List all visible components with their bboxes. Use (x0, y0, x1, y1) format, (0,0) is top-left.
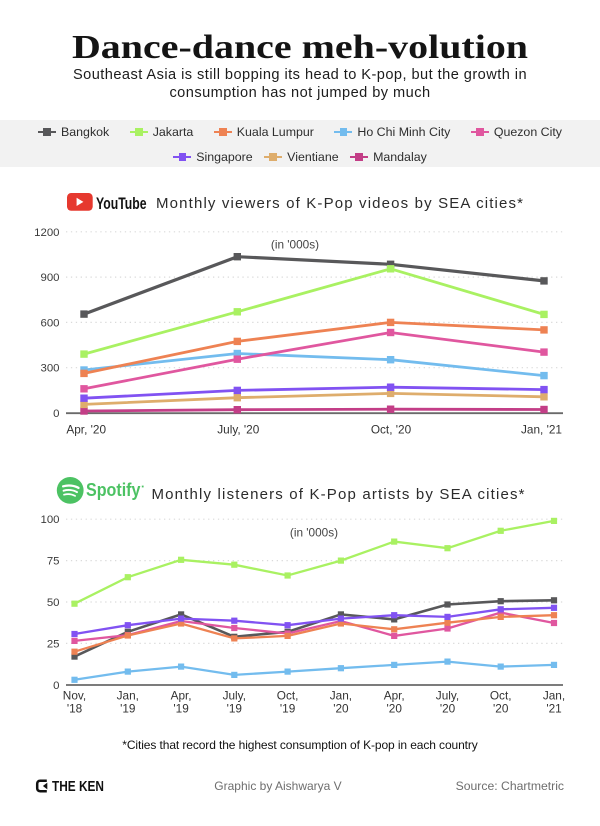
svg-text:'20: '20 (440, 702, 456, 716)
svg-text:THE KEN: THE KEN (52, 779, 104, 795)
svg-text:0: 0 (53, 680, 59, 692)
svg-text:Monthly viewers of K-Pop video: Monthly viewers of K-Pop videos by SEA c… (156, 195, 523, 212)
svg-text:Spotify: Spotify (86, 479, 141, 500)
svg-text:Apr, '20: Apr, '20 (66, 423, 106, 437)
svg-text:Monthly listeners of K-Pop art: Monthly listeners of K-Pop artists by SE… (152, 486, 525, 503)
svg-text:(in '000s): (in '000s) (290, 526, 338, 540)
svg-text:0: 0 (53, 408, 59, 420)
svg-text:'19: '19 (280, 702, 295, 716)
svg-text:'20: '20 (387, 702, 403, 716)
svg-text:Apr,: Apr, (171, 689, 192, 703)
svg-text:'19: '19 (227, 702, 242, 716)
svg-text:75: 75 (47, 556, 60, 568)
svg-text:'21: '21 (546, 702, 561, 716)
svg-text:'20: '20 (493, 702, 509, 716)
svg-text:900: 900 (40, 272, 59, 284)
svg-text:50: 50 (47, 597, 60, 609)
svg-text:Jan,: Jan, (117, 689, 139, 703)
svg-text:Jan,: Jan, (330, 689, 352, 703)
svg-text:Apr,: Apr, (384, 689, 405, 703)
svg-text:100: 100 (40, 514, 59, 526)
svg-text:Oct, '20: Oct, '20 (371, 423, 412, 437)
svg-text:'20: '20 (333, 702, 349, 716)
svg-text:(in '000s): (in '000s) (271, 238, 319, 252)
svg-text:Oct,: Oct, (277, 689, 299, 703)
svg-text:Oct,: Oct, (490, 689, 512, 703)
svg-text:25: 25 (47, 638, 60, 650)
svg-text:1200: 1200 (34, 227, 59, 239)
svg-text:'19: '19 (173, 702, 188, 716)
svg-text:Jan,: Jan, (543, 689, 565, 703)
svg-text:300: 300 (40, 363, 59, 375)
svg-text:July,: July, (223, 689, 246, 703)
svg-text:Jan, '21: Jan, '21 (521, 423, 562, 437)
svg-text:600: 600 (40, 317, 59, 329)
svg-text:Nov,: Nov, (63, 689, 86, 703)
svg-text:July, '20: July, '20 (217, 423, 259, 437)
svg-text:'19: '19 (120, 702, 135, 716)
svg-text:'18: '18 (67, 702, 83, 716)
svg-text:July,: July, (436, 689, 459, 703)
svg-text:YouTube: YouTube (96, 194, 147, 213)
